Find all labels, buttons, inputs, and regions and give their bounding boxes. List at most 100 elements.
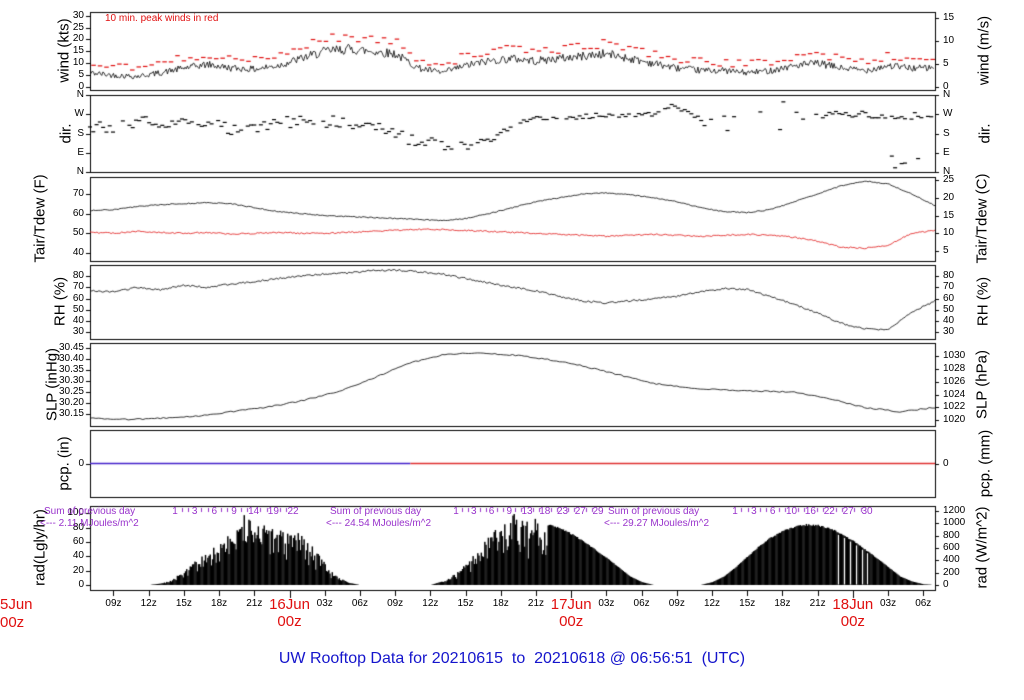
x-tick-label: 15z [739,598,756,609]
dir-ytick-left: N [76,166,84,177]
slp-ytick-right: 1022 [943,401,966,412]
x-tick-label: 06z [351,598,368,609]
rad-cumulative-hour-label: 22 [823,506,835,517]
rad-cumulative-hour-label: 27 [842,506,854,517]
x-tick-label: 03z [598,598,615,609]
x-start-hour-label: 00z [0,614,25,631]
rad-cumulative-hour-label: 30 [861,506,873,517]
x-date-hour-label: 00z [559,613,584,630]
rad-cumulative-hour-label: 3 [470,506,477,517]
tair_tdew-ytick-left: 40 [72,247,84,258]
x-start-date-label: 5Jun [0,596,33,613]
dir-ytick-right: S [943,128,950,139]
x-tick-label: 18z [211,598,228,609]
rad-sum-annotation-line1: Sum of previous day [330,506,422,517]
rad-cumulative-hour-label: 18 [539,506,551,517]
rad-ytick-left: 20 [72,565,84,576]
wind-ytick-left: 25 [72,22,84,33]
dir-ytick-right: N [943,166,951,177]
wind-ytick-right: 15 [943,12,955,23]
rh-ytick-left: 50 [72,304,84,315]
x-tick-label: 21z [246,598,263,609]
rh-ytick-right: 50 [943,304,955,315]
x-date-hour-label: 00z [840,613,865,630]
tair_tdew-ytick-left: 50 [72,227,84,238]
rad-ytick-right: 1200 [943,505,966,516]
rh-ytick-left: 60 [72,293,84,304]
rh-ytick-left: 40 [72,315,84,326]
x-date-hour-label: 00z [277,613,302,630]
rh-ytick-right: 60 [943,293,955,304]
rad-cumulative-hour-label: 27 [574,506,586,517]
rad-ytick-left: 0 [78,579,84,590]
x-tick-label: 12z [422,598,439,609]
rad-ytick-right: 800 [943,530,960,541]
rad-cumulative-hour-label: 10 [786,506,798,517]
rad-cumulative-hour-label: 29 [592,506,604,517]
pcp-ytick-left: 0 [78,458,84,469]
dir-ytick-left: N [76,89,84,100]
wind-ytick-right: 0 [943,81,949,92]
slp-ytick-left: 30.30 [58,375,84,386]
dir-axis-label-left: dir. [57,123,75,144]
rad-cumulative-hour-label: 6 [769,506,776,517]
tair_tdew-ytick-right: 5 [943,245,949,256]
rad-cumulative-hour-label: 13 [521,506,533,517]
tair_tdew-ytick-left: 60 [72,208,84,219]
rad-cumulative-hour-label: 9 [231,506,237,517]
rad-sum-annotation-line2: <--- 29.27 MJoules/m^2 [604,518,710,529]
tair_tdew-ytick-right: 25 [943,174,955,185]
rad-cumulative-hour-label: 9 [506,506,513,517]
wind-ytick-left: 20 [72,33,84,44]
rad-ytick-right: 1000 [943,517,966,528]
wind-ytick-left: 15 [72,45,84,56]
rad-cumulative-hour-label: 23 [556,506,569,517]
rad-ytick-left: 60 [72,536,84,547]
rad-cumulative-hour-label: 1 [172,506,178,517]
rh-ytick-right: 30 [943,326,955,337]
rh-ytick-left: 70 [72,281,84,292]
dir-ytick-right: E [943,147,950,158]
rad-ytick-right: 600 [943,542,960,553]
rh-ytick-left: 80 [72,270,84,281]
x-tick-label: 09z [105,598,122,609]
tair_tdew-ytick-right: 15 [943,210,955,221]
x-date-label: 17Jun [550,596,592,613]
x-tick-label: 06z [915,598,932,609]
rad-cumulative-hour-label: 14 [248,506,260,517]
x-tick-label: 15z [175,598,192,609]
slp-ytick-left: 30.40 [58,353,84,364]
dir-ytick-left: W [74,108,84,119]
slp-ytick-left: 30.20 [58,397,84,408]
tair_tdew-ytick-left: 70 [72,188,84,199]
x-tick-label: 12z [140,598,157,609]
slp-ytick-left: 30.45 [58,342,84,353]
slp-ytick-right: 1020 [943,414,966,425]
rad-cumulative-hour-label: 19 [267,506,279,517]
x-date-label: 18Jun [832,596,874,613]
rad-ytick-right: 200 [943,567,960,578]
dir-ytick-right: W [943,108,953,119]
rad-sum-annotation-line1: Sum of previous day [44,506,136,517]
wind-ytick-right: 10 [943,35,955,46]
rad-sum-annotation-line1: Sum of previous day [608,506,700,517]
slp-ytick-right: 1026 [943,376,966,387]
page-title: UW Rooftop Data for 20210615 to 20210618… [278,650,746,667]
slp-ytick-right: 1030 [943,350,966,361]
slp-ytick-left: 30.25 [58,386,84,397]
rad-cumulative-hour-label: 1 [732,506,738,517]
x-date-label: 16Jun [269,596,310,613]
rad-ytick-right: 400 [943,554,960,565]
tair_tdew-axis-label-left: Tair/Tdew (F) [31,174,49,263]
rh-ytick-right: 70 [943,281,955,292]
rad-cumulative-hour-label: 6 [211,506,218,517]
tair_tdew-ytick-right: 10 [943,227,955,238]
peak-wind-note: 10 min. peak winds in red [105,13,219,24]
rad-cumulative-hour-label: 3 [751,506,757,517]
wind-ytick-right: 5 [943,58,949,69]
rh-ytick-right: 80 [943,270,955,281]
rad-cumulative-hour-label: 22 [287,506,299,517]
x-tick-label: 21z [809,598,826,609]
rad-axis-label-right: rad (W/m^2) [973,506,991,589]
